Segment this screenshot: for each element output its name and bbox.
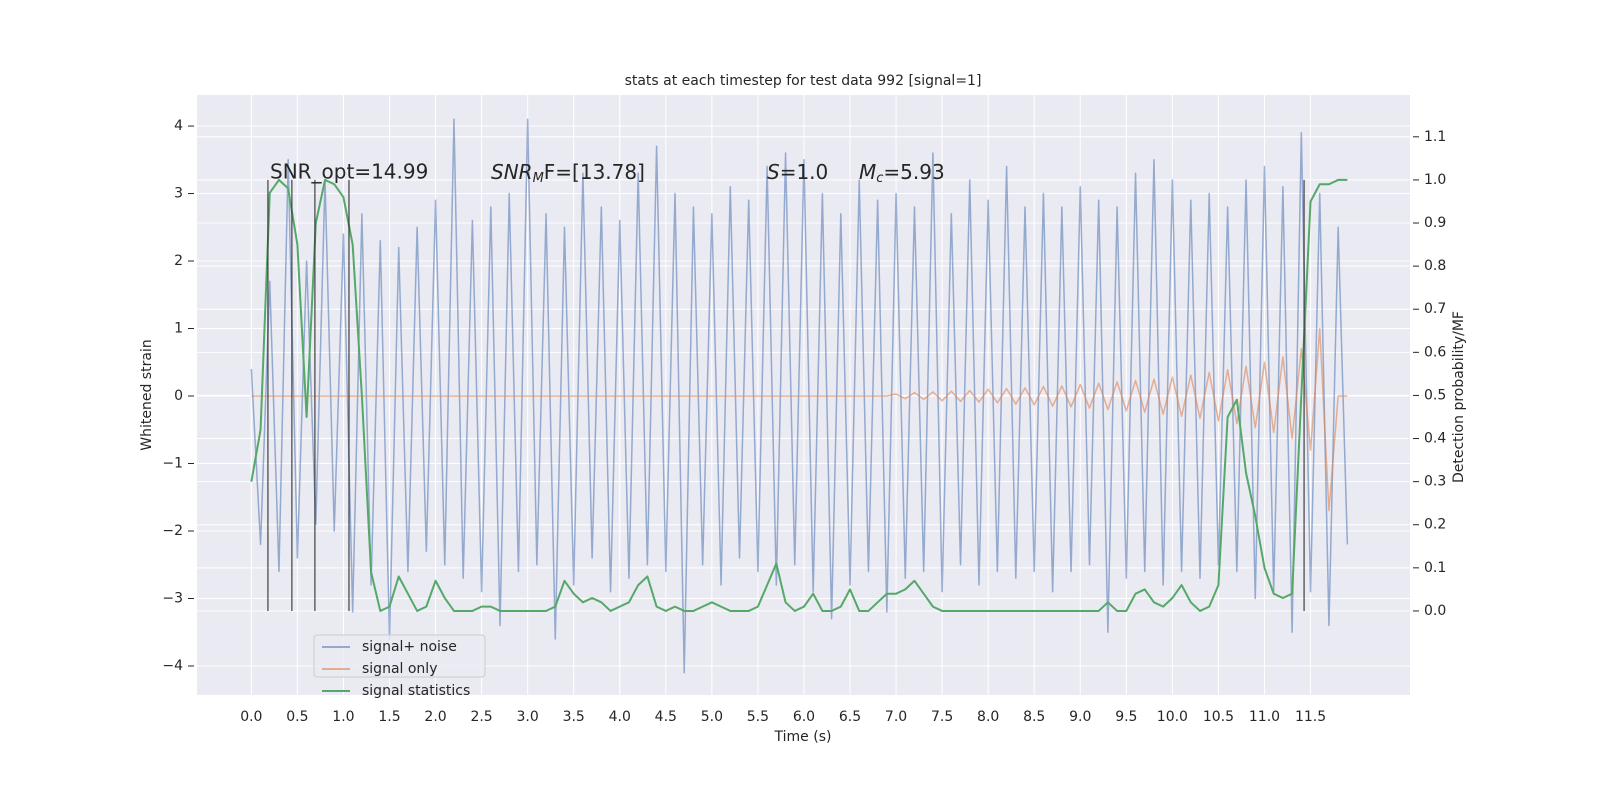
y2-tick-label: 0.6 <box>1424 344 1446 360</box>
x-tick-label: 9.0 <box>1069 709 1091 725</box>
x-tick-label: 0.0 <box>240 709 262 725</box>
legend-label: signal+ noise <box>362 639 457 655</box>
x-tick-label: 8.5 <box>1023 709 1045 725</box>
y-tick-label: −2 <box>162 523 183 539</box>
y-axis-label: Whitened strain <box>139 339 155 450</box>
series-line <box>250 118 1349 674</box>
y2-tick-label: 1.1 <box>1424 129 1446 145</box>
x-tick-label: 5.0 <box>701 709 723 725</box>
y-tick-label: 3 <box>174 186 183 202</box>
chart-title: stats at each timestep for test data 992… <box>625 73 982 89</box>
legend-label: signal statistics <box>362 683 470 699</box>
annotation: SNRMF=[13.78] <box>491 160 645 186</box>
annotation: Mc=5.93 <box>859 160 945 186</box>
x-tick-label: 7.0 <box>885 709 907 725</box>
y2-tick-label: 0.0 <box>1424 603 1446 619</box>
x-tick-label: 6.5 <box>839 709 861 725</box>
series-line <box>250 178 1348 612</box>
x-tick-label: 4.0 <box>609 709 631 725</box>
x-tick-label: 7.5 <box>931 709 953 725</box>
annotation-part: M <box>859 160 876 184</box>
y-tick-label: −3 <box>162 590 183 606</box>
x-tick-label: 11.5 <box>1295 709 1326 725</box>
annotation-sub: c <box>876 171 883 186</box>
y2-axis-label: Detection probability/MF <box>1451 311 1467 483</box>
y-tick-label: 2 <box>174 253 183 269</box>
annotation-part: S <box>767 160 780 184</box>
x-tick-label: 4.5 <box>655 709 677 725</box>
y-tick-label: −1 <box>162 456 183 472</box>
annotation: S=1.0 <box>767 160 828 184</box>
x-tick-label: 3.0 <box>517 709 539 725</box>
x-tick-label: 1.5 <box>378 709 400 725</box>
x-tick-label: 10.0 <box>1157 709 1188 725</box>
legend: signal+ noise signal only signal statistic… <box>313 634 486 699</box>
legend-label: signal only <box>362 661 437 677</box>
x-tick-label: 11.0 <box>1249 709 1280 725</box>
y-tick-label: 0 <box>174 388 183 404</box>
x-tick-label: 0.5 <box>286 709 308 725</box>
annotation-sub: M <box>533 171 544 186</box>
y2-tick-label: 0.1 <box>1424 560 1446 576</box>
x-tick-label: 2.5 <box>470 709 492 725</box>
y2-tick-label: 0.7 <box>1424 301 1446 317</box>
y2-tick-label: 0.3 <box>1424 474 1446 490</box>
legend-box <box>313 634 486 678</box>
annotation-part: F=[13.78] <box>544 160 645 184</box>
y2-tick-label: 0.4 <box>1424 431 1446 447</box>
annotation-part: =1.0 <box>780 160 829 184</box>
x-axis-label: Time (s) <box>774 729 832 745</box>
x-tick-label: 9.5 <box>1115 709 1137 725</box>
x-tick-label: 1.0 <box>332 709 354 725</box>
y2-tick-label: 0.5 <box>1424 387 1446 403</box>
x-tick-label: 3.5 <box>563 709 585 725</box>
y2-tick-label: 1.0 <box>1424 172 1446 188</box>
annotation-part: SNR <box>491 160 533 184</box>
y2-tick-label: 0.2 <box>1424 517 1446 533</box>
y2-tick-label: 0.9 <box>1424 215 1446 231</box>
x-tick-label: 8.0 <box>977 709 999 725</box>
marks <box>250 118 1349 674</box>
series-line <box>251 327 1348 512</box>
y2-tick-label: 0.8 <box>1424 258 1446 274</box>
y-tick-label: −4 <box>162 658 183 674</box>
y-tick-label: 1 <box>174 321 183 337</box>
x-tick-label: 2.0 <box>424 709 446 725</box>
y-tick-label: 4 <box>174 118 183 134</box>
x-tick-label: 5.5 <box>747 709 769 725</box>
x-tick-label: 6.0 <box>793 709 815 725</box>
annotation: SNR_opt=14.99 <box>270 160 428 184</box>
annotation-part: =5.93 <box>883 160 944 184</box>
x-tick-label: 10.5 <box>1203 709 1234 725</box>
